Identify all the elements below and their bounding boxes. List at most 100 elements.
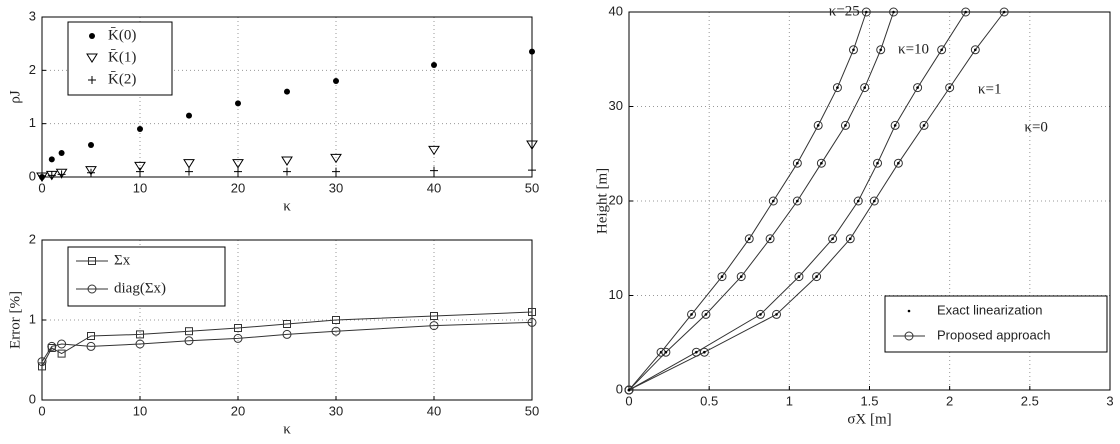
data-point [185, 327, 193, 336]
data-point [832, 83, 842, 93]
x-tick-label: 10 [133, 180, 147, 195]
exact-point [836, 86, 839, 89]
exact-point [796, 199, 799, 203]
data-point [332, 167, 340, 176]
y-axis-label: Height [m] [594, 168, 610, 234]
legend-marker [86, 53, 98, 63]
exact-point [893, 124, 897, 127]
data-point [701, 309, 711, 319]
data-point [999, 7, 1009, 17]
legend-marker [87, 284, 97, 294]
data-point [772, 309, 782, 319]
data-point [186, 112, 192, 119]
exact-point [873, 199, 876, 203]
data-point [755, 309, 765, 319]
exact-point [916, 86, 919, 89]
data-point [185, 167, 193, 176]
exact-point [720, 275, 724, 278]
exact-point [1002, 10, 1006, 14]
data-point [919, 120, 929, 130]
exact-point [747, 237, 751, 241]
x-tick-label: 50 [525, 180, 539, 195]
x-tick-label: 1.5 [860, 393, 878, 408]
legend-label: K̄(0) [108, 27, 136, 43]
data-point [86, 341, 96, 351]
data-point [873, 158, 883, 168]
legend-label: K̄(1) [108, 49, 136, 65]
data-point [234, 167, 242, 176]
exact-point [627, 388, 631, 392]
exact-point [922, 124, 926, 127]
curve-label: κ=25 [829, 3, 860, 19]
data-point [794, 272, 804, 282]
data-point [283, 167, 291, 176]
data-point [332, 316, 340, 324]
data-point [47, 341, 57, 351]
data-point [330, 153, 342, 164]
legend-label: K̄(2) [108, 71, 136, 87]
legend-marker [88, 257, 96, 265]
data-point [893, 158, 903, 168]
data-point [57, 349, 66, 358]
axes-box [41, 16, 533, 178]
x-axis-label: κ [283, 421, 291, 437]
x-tick-label: 40 [427, 403, 441, 418]
exact-point [703, 350, 706, 354]
exact-point [772, 199, 775, 203]
data-point [283, 320, 291, 328]
data-point [183, 159, 195, 169]
x-tick-label: 30 [329, 403, 343, 418]
legend-marker [904, 331, 914, 341]
exact-point [815, 275, 818, 278]
data-point [937, 45, 947, 55]
data-point [869, 196, 879, 206]
data-point [913, 83, 923, 93]
data-point [135, 339, 145, 349]
exact-point [664, 350, 668, 354]
data-point [134, 161, 146, 172]
y-tick-label: 1 [29, 311, 36, 326]
data-point [88, 142, 94, 148]
data-point [736, 272, 746, 282]
data-point [38, 362, 46, 371]
data-point [430, 312, 438, 320]
data-point [284, 88, 290, 95]
exact-point [759, 313, 762, 316]
data-point [890, 120, 900, 130]
data-point [848, 45, 858, 55]
data-point [717, 272, 727, 282]
exact-point [820, 161, 823, 165]
series-line [41, 321, 533, 362]
data-point [840, 120, 850, 130]
y-tick-label: 30 [609, 98, 623, 113]
data-point [38, 171, 46, 180]
data-point [744, 234, 754, 244]
data-point [816, 158, 826, 168]
exact-point [816, 124, 820, 127]
data-point [527, 317, 537, 327]
y-tick-label: 40 [609, 3, 623, 18]
data-point [765, 234, 775, 244]
legend-label: Proposed approach [937, 327, 1050, 342]
data-point [281, 156, 293, 166]
x-axis-label: σX [m] [847, 411, 891, 427]
x-tick-label: 30 [329, 180, 343, 195]
x-tick-label: 0 [38, 180, 45, 195]
data-point [699, 347, 709, 357]
data-point [768, 196, 778, 206]
data-point [233, 333, 243, 343]
exact-point [797, 275, 801, 278]
x-tick-label: 0 [625, 393, 632, 408]
x-tick-label: 1 [786, 393, 793, 408]
y-tick-label: 2 [29, 62, 36, 77]
exact-point [864, 10, 868, 14]
y-tick-label: 2 [29, 231, 36, 246]
legend-marker [89, 33, 95, 39]
exact-point [852, 48, 855, 52]
x-tick-label: 50 [525, 403, 539, 418]
data-point [961, 7, 971, 17]
data-point [624, 385, 634, 395]
exact-point [775, 313, 778, 316]
data-point [528, 308, 536, 316]
axes-box [41, 239, 533, 401]
